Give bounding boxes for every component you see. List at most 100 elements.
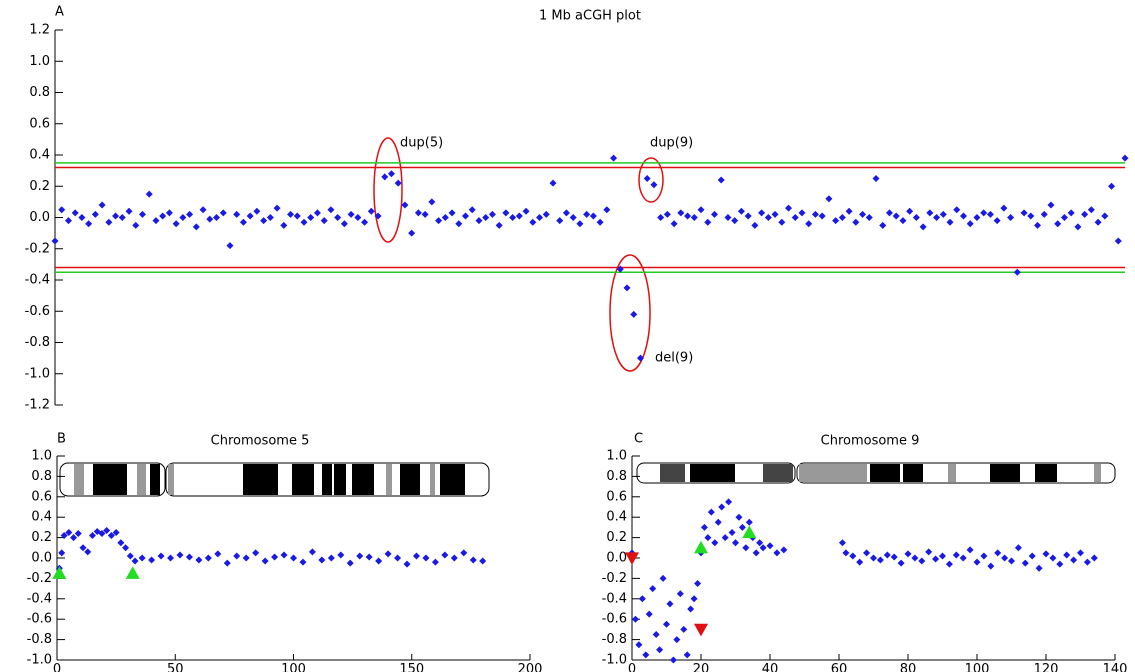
- data-point: [78, 214, 86, 221]
- data-point: [663, 210, 671, 218]
- y-tick-label: 1.0: [31, 449, 52, 464]
- data-point: [219, 209, 227, 217]
- data-point: [192, 223, 200, 231]
- data-point: [1040, 210, 1048, 218]
- x-tick-label: 50: [167, 662, 184, 672]
- data-point: [132, 221, 140, 229]
- chart-title: 1 Mb aCGH plot: [539, 9, 641, 24]
- y-tick-label: -0.2: [25, 241, 50, 256]
- data-point: [64, 217, 72, 225]
- data-point: [159, 212, 167, 220]
- data-point: [576, 220, 584, 228]
- data-point: [980, 552, 988, 560]
- data-point: [79, 544, 87, 552]
- data-point: [354, 214, 362, 221]
- data-point: [773, 549, 781, 557]
- y-tick-label: -0.6: [27, 612, 52, 627]
- marker: [52, 566, 67, 579]
- data-point: [320, 217, 328, 225]
- data-point: [1047, 201, 1055, 209]
- data-point: [1063, 551, 1071, 559]
- data-point: [711, 539, 719, 547]
- data-point: [690, 595, 698, 603]
- y-tick-label: -0.4: [25, 273, 50, 288]
- data-point: [1067, 209, 1075, 217]
- data-point: [65, 529, 73, 536]
- data-point: [522, 207, 530, 215]
- data-point: [1056, 560, 1064, 568]
- data-point: [287, 210, 295, 218]
- data-point: [1114, 237, 1122, 245]
- x-tick-label: 60: [831, 662, 848, 672]
- data-point: [863, 549, 871, 557]
- data-point: [752, 549, 760, 557]
- data-point: [1094, 218, 1102, 226]
- data-point: [176, 551, 184, 559]
- y-tick-label: 1.2: [29, 23, 50, 38]
- panel-label: A: [55, 5, 64, 20]
- data-point: [313, 209, 321, 217]
- data-point: [246, 212, 254, 220]
- data-point: [872, 174, 880, 182]
- data-point: [1049, 554, 1057, 562]
- data-point: [721, 534, 729, 542]
- data-point: [261, 557, 269, 565]
- data-point: [856, 558, 864, 566]
- data-point: [495, 221, 503, 229]
- data-point: [152, 217, 160, 225]
- data-point: [199, 206, 207, 214]
- y-tick-label: -1.0: [27, 653, 52, 668]
- data-point: [683, 651, 691, 659]
- data-point: [704, 534, 712, 542]
- data-point: [778, 218, 786, 226]
- data-point: [347, 210, 355, 218]
- data-point: [912, 214, 920, 221]
- data-point: [556, 217, 564, 225]
- data-point: [98, 530, 106, 538]
- data-point: [876, 556, 884, 564]
- data-point: [213, 214, 221, 221]
- data-point: [710, 210, 718, 218]
- data-point: [883, 551, 891, 559]
- data-point: [645, 610, 653, 618]
- data-point: [384, 550, 392, 558]
- data-point: [643, 174, 651, 182]
- data-point: [374, 212, 382, 220]
- x-tick-label: 140: [1103, 662, 1128, 672]
- data-point: [1020, 209, 1028, 217]
- x-tick-label: 20: [693, 662, 710, 672]
- data-point: [167, 554, 175, 562]
- data-point: [642, 651, 650, 659]
- data-point: [751, 221, 759, 229]
- data-point: [340, 220, 348, 228]
- data-point: [70, 534, 78, 542]
- data-point: [966, 220, 974, 228]
- data-point: [663, 620, 670, 628]
- data-point: [596, 218, 604, 226]
- data-point: [731, 217, 739, 225]
- data-point: [959, 554, 967, 562]
- y-tick-label: 0.0: [31, 551, 52, 566]
- data-point: [117, 539, 125, 547]
- data-point: [91, 210, 99, 218]
- data-point: [401, 201, 409, 209]
- highlight-ellipse: [609, 254, 651, 372]
- data-point: [652, 631, 660, 638]
- data-point: [670, 220, 678, 228]
- data-point: [735, 513, 743, 521]
- data-point: [704, 218, 712, 226]
- data-point: [904, 550, 912, 558]
- data-point: [953, 206, 961, 214]
- y-tick-label: 0.0: [606, 551, 627, 566]
- data-point: [932, 555, 940, 563]
- data-point: [945, 560, 953, 568]
- data-point: [659, 574, 667, 582]
- data-point: [714, 518, 722, 526]
- data-point: [280, 221, 288, 229]
- data-point: [919, 223, 927, 231]
- data-point: [1060, 214, 1068, 221]
- data-point: [327, 206, 335, 214]
- data-point: [280, 551, 288, 559]
- data-point: [870, 554, 877, 562]
- y-tick-label: -0.2: [602, 571, 627, 586]
